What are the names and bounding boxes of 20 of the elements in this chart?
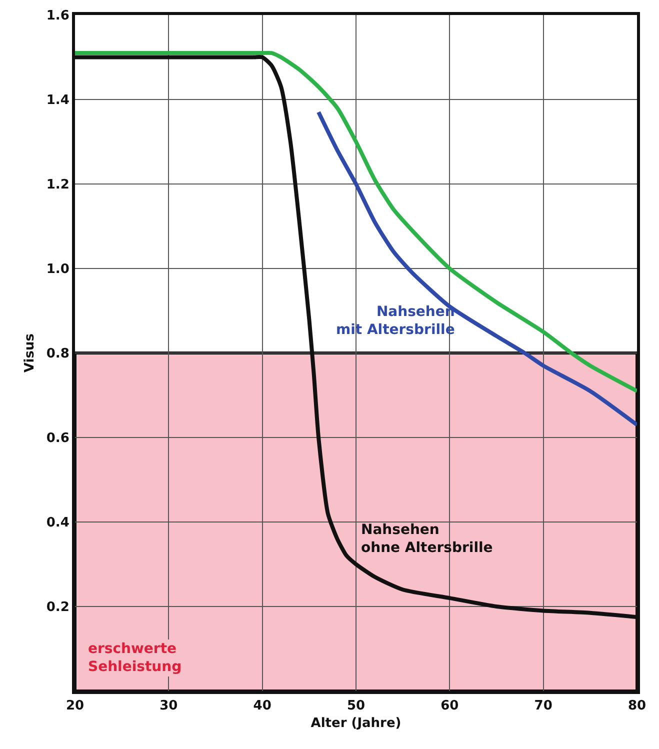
x-tick-label: 30 bbox=[160, 698, 178, 714]
x-tick-label: 50 bbox=[346, 698, 366, 714]
x-tick-label: 80 bbox=[628, 698, 646, 714]
line-series bbox=[75, 50, 637, 394]
y-axis-title: Visus bbox=[22, 333, 38, 373]
line-series bbox=[316, 110, 637, 427]
band-label: erschwerte Sehleistung bbox=[88, 641, 182, 676]
x-axis-title: Alter (Jahre) bbox=[310, 716, 402, 732]
y-tick-label: 0.6 bbox=[46, 431, 70, 446]
y-tick-label: 1.2 bbox=[46, 178, 70, 193]
x-tick-label: 60 bbox=[440, 698, 459, 714]
x-tick-label: 40 bbox=[253, 698, 272, 714]
y-tick-label: 1.6 bbox=[46, 8, 70, 24]
y-tick-label: 0.4 bbox=[46, 516, 70, 531]
y-tick-label: 0.2 bbox=[46, 600, 70, 616]
x-tick-label: 20 bbox=[66, 698, 84, 714]
y-tick-label: 1.0 bbox=[46, 262, 70, 278]
y-tick-label: 1.4 bbox=[46, 93, 70, 108]
x-tick-label: 70 bbox=[534, 698, 552, 714]
y-tick-label: 0.8 bbox=[46, 346, 70, 362]
